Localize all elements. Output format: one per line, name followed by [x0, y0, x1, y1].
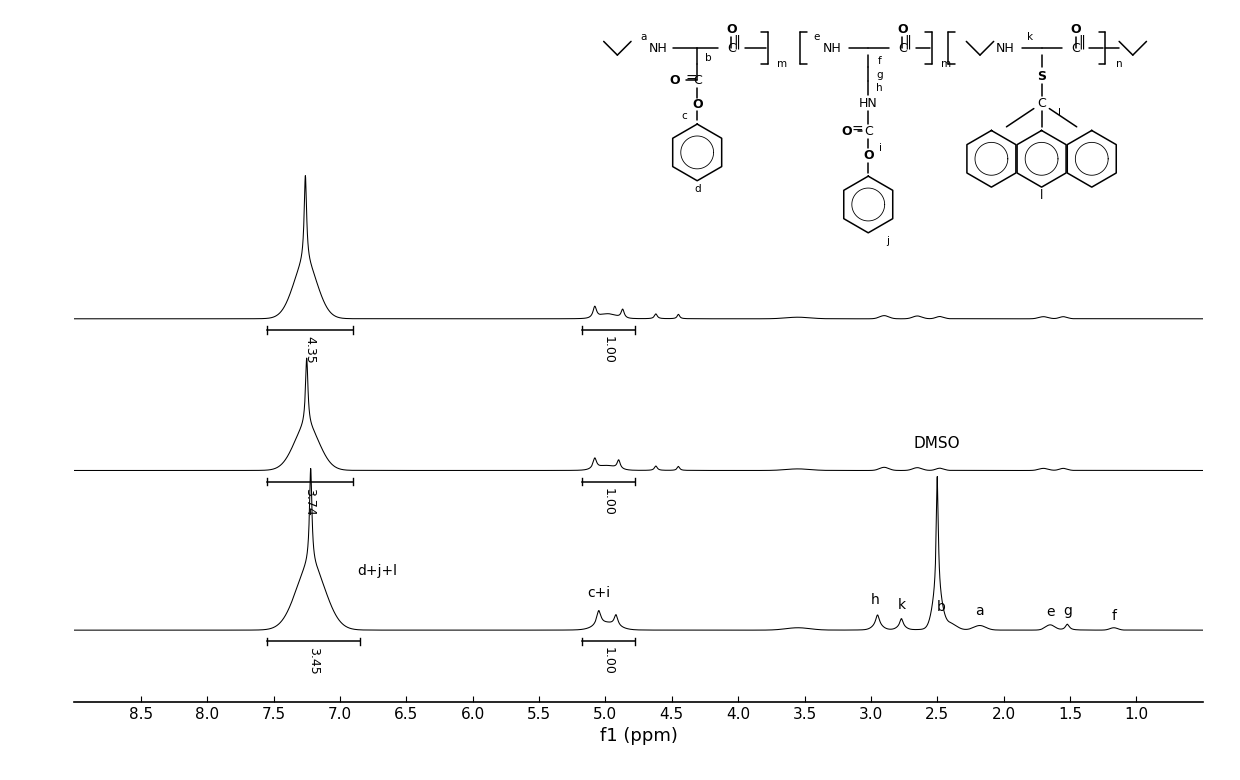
X-axis label: f1 (ppm): f1 (ppm) [600, 728, 677, 746]
Text: k: k [898, 597, 905, 612]
Text: g: g [1063, 604, 1071, 619]
Text: C: C [1071, 42, 1080, 55]
Text: d+j+l: d+j+l [357, 564, 397, 578]
Text: HN: HN [859, 98, 878, 111]
Text: C: C [1037, 98, 1047, 111]
Text: a: a [640, 32, 646, 42]
Text: 3.45: 3.45 [306, 647, 320, 675]
Text: O: O [670, 74, 680, 87]
Text: O: O [1070, 23, 1081, 37]
Text: n: n [1116, 59, 1122, 69]
Text: 3.74: 3.74 [304, 488, 316, 516]
Text: f: f [1111, 609, 1116, 623]
Text: h: h [870, 593, 879, 607]
Text: C: C [864, 125, 873, 138]
Text: m: m [941, 59, 951, 69]
Text: j: j [887, 236, 889, 246]
Text: m: m [776, 59, 786, 69]
Text: O: O [842, 125, 852, 138]
Text: e: e [1045, 605, 1054, 619]
Text: a: a [976, 604, 985, 619]
Text: ‖: ‖ [1078, 34, 1085, 49]
Text: NH: NH [649, 42, 668, 55]
Text: 1.00: 1.00 [601, 488, 615, 516]
Text: g: g [877, 69, 883, 80]
Text: 4.35: 4.35 [304, 336, 316, 363]
Text: c+i: c+i [588, 587, 610, 601]
Text: NH: NH [822, 42, 841, 55]
Text: C: C [693, 74, 702, 87]
Text: S: S [1037, 70, 1047, 83]
Text: C: C [898, 42, 906, 55]
Text: e: e [813, 32, 820, 42]
Text: l: l [1040, 189, 1043, 202]
Text: =: = [852, 122, 863, 136]
Text: l: l [1058, 108, 1061, 118]
Text: f: f [878, 56, 882, 66]
Text: O: O [692, 98, 703, 111]
Text: d: d [694, 184, 701, 194]
Text: ‖: ‖ [904, 34, 911, 49]
Text: =: = [686, 72, 698, 85]
Text: h: h [877, 83, 883, 94]
Text: O: O [898, 23, 908, 37]
Text: DMSO: DMSO [914, 435, 960, 451]
Text: C: C [727, 42, 735, 55]
Text: k: k [1027, 32, 1033, 42]
Text: NH: NH [996, 42, 1014, 55]
Text: c: c [682, 111, 687, 121]
Text: 1.00: 1.00 [601, 647, 615, 675]
Text: ‖: ‖ [733, 34, 740, 49]
Text: O: O [727, 23, 737, 37]
Text: O: O [863, 149, 873, 162]
Text: b: b [706, 53, 712, 63]
Text: 1.00: 1.00 [601, 336, 615, 363]
Text: i: i [879, 143, 882, 153]
Text: b: b [937, 600, 946, 614]
